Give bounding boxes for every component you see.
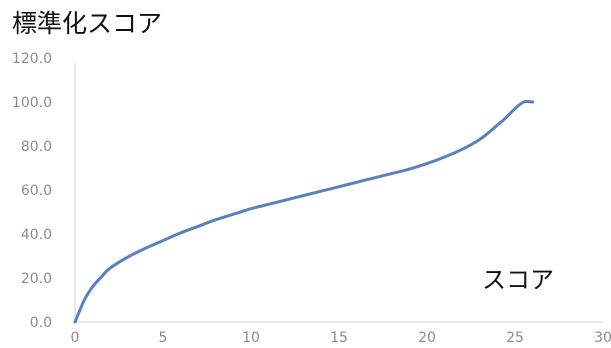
y-tick-label: 60.0 — [21, 183, 52, 199]
series-line — [73, 100, 535, 324]
x-tick-label: 25 — [506, 330, 524, 346]
y-tick-label: 0.0 — [30, 315, 52, 331]
x-tick-label: 20 — [418, 330, 436, 346]
y-tick-label: 40.0 — [21, 227, 52, 243]
x-tick-label: 0 — [71, 330, 80, 346]
y-tick-label: 20.0 — [21, 271, 52, 287]
x-tick-label: 5 — [159, 330, 168, 346]
x-tick-labels: 0 5 10 15 20 25 30 — [71, 330, 611, 346]
x-tick-label: 30 — [594, 330, 611, 346]
x-tick-label: 10 — [242, 330, 260, 346]
x-axis-label: スコア — [482, 266, 554, 294]
y-tick-label: 100.0 — [12, 95, 52, 111]
chart-title: 標準化スコア — [12, 9, 162, 38]
x-tick-label: 15 — [330, 330, 348, 346]
y-tick-labels: 0.0 20.0 40.0 60.0 80.0 100.0 120.0 — [12, 51, 52, 331]
y-tick-label: 120.0 — [12, 51, 52, 67]
y-tick-label: 80.0 — [21, 139, 52, 155]
